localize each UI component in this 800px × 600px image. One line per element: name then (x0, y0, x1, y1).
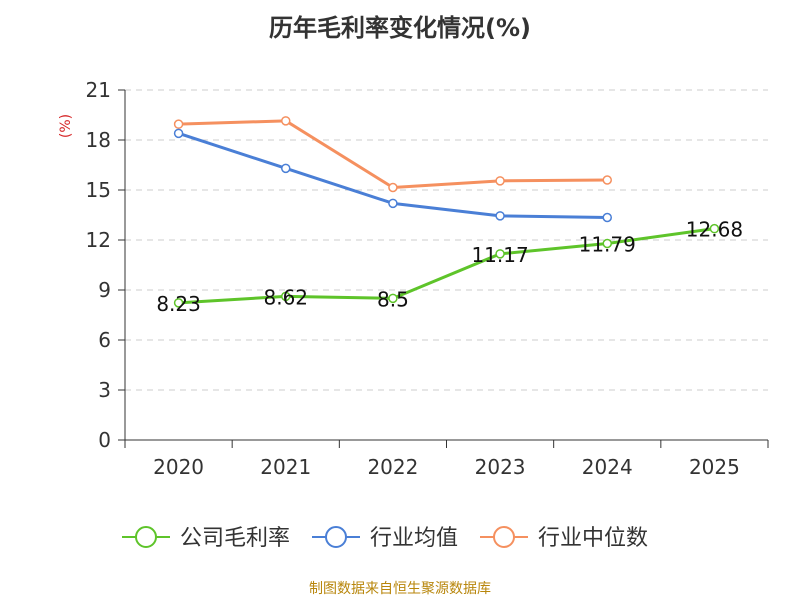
series-2-point-0[interactable] (173, 119, 184, 129)
data-labels: 8.23 8.62 8.5 11.17 11.79 12.68 (156, 218, 743, 316)
legend[interactable]: 公司毛利率 行业均值 行业中位数 (122, 526, 648, 551)
y-tick-label-15: 15 (86, 178, 111, 202)
series-2-point-2[interactable] (388, 182, 398, 193)
data-label-2025: 12.68 (686, 218, 743, 242)
y-tick-label-9: 9 (98, 278, 111, 302)
x-tick-label-2020: 2020 (153, 455, 204, 479)
legend-label-1: 行业均值 (370, 526, 458, 551)
legend-marker-1 (325, 526, 347, 548)
series-1-point-0[interactable] (173, 128, 184, 139)
x-tick-label-2024: 2024 (582, 455, 633, 479)
series-1-point-3[interactable] (495, 211, 505, 221)
legend-item-1[interactable]: 行业均值 (312, 526, 458, 551)
y-tick-label-6: 6 (98, 328, 111, 352)
data-label-2024: 11.79 (579, 233, 636, 257)
legend-label-0: 公司毛利率 (180, 526, 290, 551)
y-tick-label-18: 18 (86, 128, 111, 152)
legend-item-0[interactable]: 公司毛利率 (122, 526, 290, 551)
series-0-point-5[interactable] (709, 223, 720, 234)
x-tick-label-2025: 2025 (689, 455, 740, 479)
grid-lines (125, 89, 768, 391)
x-tick-label-2023: 2023 (475, 455, 526, 479)
series-0-point-0[interactable] (173, 298, 184, 308)
series-1-point-4[interactable] (602, 212, 612, 223)
legend-label-2: 行业中位数 (538, 526, 648, 551)
legend-item-2[interactable]: 行业中位数 (480, 526, 648, 551)
axes: 0 3 6 9 12 15 18 21 2020 2021 2022 2023 2024 2025 (86, 78, 769, 479)
series-0-point-3[interactable] (495, 249, 505, 259)
series-1-point-1[interactable] (281, 163, 291, 174)
y-tick-label-21: 21 (86, 78, 111, 102)
legend-marker-0 (135, 526, 157, 548)
y-tick-label-12: 12 (86, 228, 111, 252)
x-tick-label-2021: 2021 (260, 455, 311, 479)
y-tick-label-3: 3 (98, 378, 111, 402)
data-label-2022: 8.5 (377, 287, 409, 311)
series-group (173, 116, 720, 308)
series-line-0 (178, 227, 715, 305)
x-tick-label-2022: 2022 (367, 455, 418, 479)
series-0-point-2[interactable] (388, 293, 398, 304)
source-note: 制图数据来自恒生聚源数据库 (309, 581, 491, 597)
chart-title: 历年毛利率变化情况(%) (269, 14, 531, 42)
series-2-point-3[interactable] (495, 176, 505, 186)
y-axis-label: (%) (58, 114, 74, 138)
data-label-2021: 8.62 (263, 285, 308, 309)
data-label-2023: 11.17 (471, 243, 528, 267)
legend-marker-2 (493, 526, 515, 548)
series-2-point-4[interactable] (602, 175, 612, 185)
series-2-point-1[interactable] (281, 116, 291, 126)
series-0-point-1[interactable] (281, 291, 291, 302)
y-tick-label-0: 0 (98, 428, 111, 452)
series-0-point-4[interactable] (602, 238, 612, 249)
data-label-2020: 8.23 (156, 292, 201, 316)
series-1-point-2[interactable] (388, 198, 398, 209)
